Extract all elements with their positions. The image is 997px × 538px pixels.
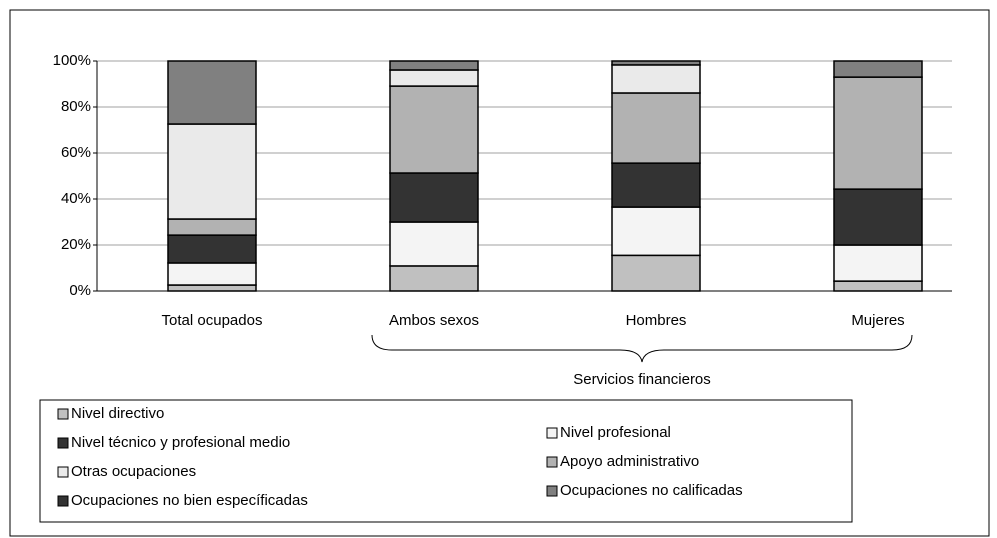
legend-swatch — [57, 466, 69, 478]
bar-segment — [389, 172, 479, 223]
legend-swatch — [546, 427, 558, 439]
legend-swatch — [546, 485, 558, 497]
bar-segment — [833, 280, 923, 292]
y-tick-label: 40% — [61, 190, 91, 207]
bar-segment — [167, 218, 257, 236]
bar-segment — [611, 92, 701, 164]
x-tick-label: Hombres — [626, 312, 687, 329]
legend-label: Ocupaciones no calificadas — [560, 482, 743, 499]
legend-swatch — [57, 408, 69, 420]
bar-segment — [167, 234, 257, 264]
x-tick-label: Total ocupados — [162, 312, 263, 329]
y-tick-label: 20% — [61, 236, 91, 253]
bar-segment — [389, 69, 479, 87]
bar-segment — [389, 221, 479, 267]
x-tick-label: Ambos sexos — [389, 312, 479, 329]
brace — [371, 334, 913, 363]
bar-segment — [611, 60, 701, 66]
legend-label: Nivel técnico y profesional medio — [71, 434, 290, 451]
legend-box — [39, 399, 853, 523]
bar-segment — [833, 76, 923, 190]
bar-segment — [167, 284, 257, 292]
y-tick-label: 80% — [61, 98, 91, 115]
x-tick-label: Mujeres — [851, 312, 904, 329]
legend-label: Ocupaciones no bien específicadas — [71, 492, 308, 509]
legend-swatch — [57, 495, 69, 507]
bar-segment — [611, 254, 701, 292]
bar-segment — [167, 123, 257, 220]
bar-segment — [833, 244, 923, 282]
legend-label: Nivel directivo — [71, 405, 164, 422]
bar-segment — [389, 265, 479, 292]
legend-label: Otras ocupaciones — [71, 463, 196, 480]
bar-segment — [611, 206, 701, 257]
bar-segment — [833, 188, 923, 246]
bar-segment — [611, 162, 701, 208]
annotation: Servicios financieros — [573, 371, 711, 388]
legend-swatch — [57, 437, 69, 449]
y-tick-label: 100% — [53, 52, 91, 69]
bar-segment — [611, 64, 701, 94]
legend-label: Nivel profesional — [560, 424, 671, 441]
bar-segment — [389, 85, 479, 174]
legend-swatch — [546, 456, 558, 468]
bar-segment — [167, 262, 257, 286]
bar-segment — [833, 60, 923, 78]
bar-segment — [389, 60, 479, 71]
y-tick-label: 0% — [69, 282, 91, 299]
bar-segment — [167, 60, 257, 125]
y-tick-label: 60% — [61, 144, 91, 161]
legend-label: Apoyo administrativo — [560, 453, 699, 470]
